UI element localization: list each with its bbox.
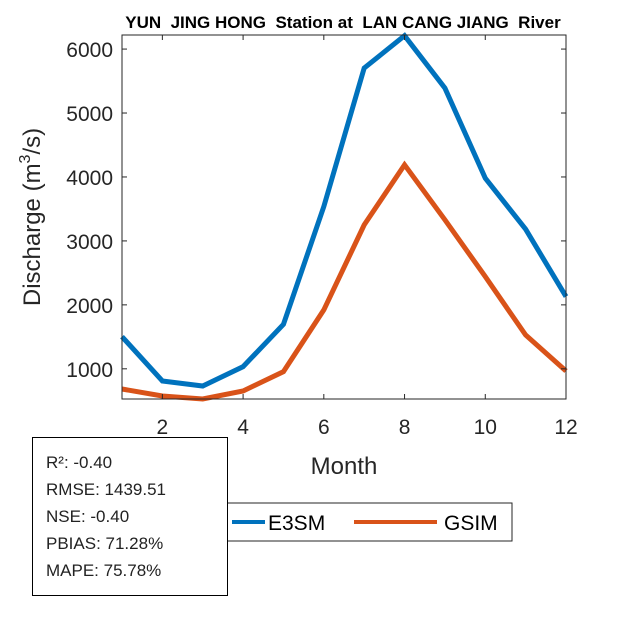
y-tick-label: 5000 bbox=[66, 103, 113, 126]
x-axis-label: Month bbox=[311, 453, 378, 480]
y-tick-label: 1000 bbox=[66, 359, 113, 382]
stat-pbias: PBIAS: 71.28% bbox=[46, 534, 164, 553]
y-tick-label: 6000 bbox=[66, 39, 113, 62]
x-tick-label: 2 bbox=[157, 416, 169, 439]
plot-area: 2 4 6 8 10 12 1000 2000 3000 4000 5000 6000 bbox=[66, 32, 578, 439]
x-tick-label: 6 bbox=[318, 416, 330, 439]
legend-label-gsim: GSIM bbox=[444, 512, 498, 535]
axes-background bbox=[122, 35, 566, 399]
stats-box: R²: -0.40 RMSE: 1439.51 NSE: -0.40 PBIAS… bbox=[32, 437, 228, 596]
y-axis-label: Discharge (m3/s) bbox=[17, 128, 46, 306]
x-tick-label: 10 bbox=[474, 416, 497, 439]
series-line-gsim bbox=[121, 160, 568, 402]
stat-mape: MAPE: 75.78% bbox=[46, 561, 162, 580]
x-tick-label: 4 bbox=[237, 416, 249, 439]
legend: E3SM GSIM bbox=[224, 502, 513, 542]
series-line-e3sm bbox=[120, 32, 569, 389]
chart-title: YUN JING HONG Station at LAN CANG JIANG … bbox=[125, 13, 561, 32]
axes-box bbox=[121, 34, 567, 400]
stat-rmse: RMSE: 1439.51 bbox=[46, 480, 167, 499]
stat-r2: R²: -0.40 bbox=[46, 453, 113, 472]
legend-label-e3sm: E3SM bbox=[268, 512, 325, 535]
stat-nse: NSE: -0.40 bbox=[46, 507, 130, 526]
y-tick-label: 2000 bbox=[66, 295, 113, 318]
y-tick-label: 4000 bbox=[66, 167, 113, 190]
x-tick-label: 8 bbox=[399, 416, 411, 439]
x-tick-label: 12 bbox=[554, 416, 577, 439]
y-tick-label: 3000 bbox=[66, 231, 113, 254]
